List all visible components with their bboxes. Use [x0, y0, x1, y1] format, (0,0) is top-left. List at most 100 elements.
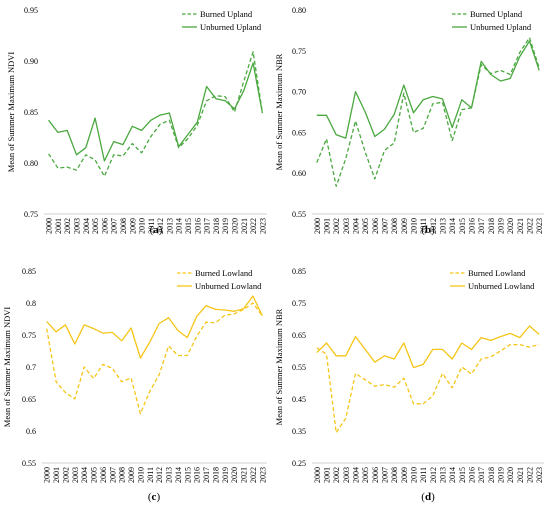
x-tick-label: 2006: [371, 467, 380, 483]
legend-label: Unburned Upland: [200, 22, 262, 32]
x-tick-label: 2000: [43, 467, 52, 483]
x-tick-label: 2020: [506, 218, 515, 234]
x-tick-label: 2013: [439, 218, 448, 234]
y-tick-label: 0.75: [292, 299, 306, 308]
y-tick-label: 0.65: [22, 395, 36, 404]
y-tick-label: 0.6: [26, 427, 36, 436]
x-tick-label: 2004: [80, 467, 89, 483]
y-tick-label: 0.55: [292, 210, 306, 219]
x-tick-label: 2014: [448, 467, 457, 483]
y-tick-label: 0.85: [292, 267, 306, 276]
series-line-burned-lowland: [46, 302, 263, 415]
x-tick-label: 2009: [400, 218, 409, 234]
x-tick-label: 2016: [193, 467, 202, 483]
legend-label: Burned Lowland: [195, 268, 253, 278]
x-tick-label: 2019: [497, 467, 506, 483]
x-tick-label: 2018: [487, 218, 496, 234]
y-tick-label: 0.45: [292, 395, 306, 404]
y-tick-label: 0.75: [24, 210, 38, 219]
panel-caption: (c): [148, 491, 161, 503]
x-tick-label: 2017: [202, 467, 211, 483]
y-tick-label: 0.8: [26, 299, 36, 308]
series-line-unburned-upland: [48, 62, 264, 162]
x-tick-label: 2020: [230, 218, 239, 234]
x-tick-label: 2021: [240, 467, 249, 483]
legend-label: Burned Upland: [200, 9, 253, 19]
chart-panel-a: 0.75 0.80 0.85 0.90 0.95 2000 2001 2002 2003 2004…: [6, 6, 267, 236]
y-tick-label: 0.55: [292, 363, 306, 372]
series-line-unburned-upland: [316, 40, 540, 139]
x-tick-label: 2020: [506, 467, 515, 483]
panel-caption: (a): [150, 224, 163, 236]
panel-caption: (d): [421, 491, 435, 503]
x-tick-label: 2013: [165, 218, 174, 234]
x-tick-label: 2001: [54, 218, 63, 234]
x-tick-label: 2012: [155, 467, 164, 483]
x-tick-label: 2022: [249, 218, 258, 234]
x-tick-label: 2007: [381, 467, 390, 483]
legend-label: Unburned Lowland: [195, 281, 262, 291]
x-tick-label: 2021: [240, 218, 249, 234]
x-tick-label: 2009: [127, 467, 136, 483]
x-tick-label: 2021: [516, 218, 525, 234]
y-axis-label: Mean of Summer Maximum NDVI: [2, 307, 12, 428]
y-tick-label: 0.35: [292, 427, 306, 436]
x-tick-label: 2006: [99, 467, 108, 483]
x-tick-label: 2005: [361, 218, 370, 234]
x-tick-label: 2000: [313, 467, 322, 483]
y-tick-label: 0.65: [292, 128, 306, 137]
x-tick-label: 2003: [71, 467, 80, 483]
y-tick-label: 0.60: [292, 169, 306, 178]
x-tick-label: 2006: [100, 218, 109, 234]
x-tick-label: 2002: [332, 467, 341, 483]
x-tick-label: 2008: [119, 218, 128, 234]
x-tick-label: 2023: [258, 467, 267, 483]
x-tick-label: 2001: [323, 467, 332, 483]
y-tick-label: 0.80: [24, 159, 38, 168]
x-tick-label: 2017: [203, 218, 212, 234]
x-tick-label: 2008: [390, 218, 399, 234]
x-tick-label: 2011: [146, 467, 155, 483]
y-axis-label: Mean of Summer Maximum NBR: [274, 308, 284, 425]
series-line-unburned-lowland: [46, 295, 263, 359]
x-tick-label: 2012: [429, 467, 438, 483]
x-tick-label: 2000: [313, 218, 322, 234]
x-tick-label: 2019: [221, 467, 230, 483]
y-tick-label: 0.85: [22, 267, 36, 276]
x-tick-label: 2000: [45, 218, 54, 234]
x-tick-label: 2003: [73, 218, 82, 234]
y-tick-label: 0.75: [292, 47, 306, 56]
x-tick-label: 2013: [439, 467, 448, 483]
x-tick-label: 2012: [429, 218, 438, 234]
y-tick-label: 0.95: [24, 6, 38, 15]
x-tick-label: 2014: [448, 218, 457, 234]
x-tick-label: 2022: [526, 218, 535, 234]
x-tick-label: 2014: [174, 467, 183, 483]
x-tick-label: 2007: [108, 467, 117, 483]
panel-caption: (b): [421, 224, 435, 236]
x-tick-label: 2010: [410, 467, 419, 483]
x-tick-label: 2002: [61, 467, 70, 483]
x-tick-label: 2004: [82, 218, 91, 234]
x-tick-label: 2016: [193, 218, 202, 234]
x-tick-label: 2008: [390, 467, 399, 483]
y-tick-label: 0.75: [22, 331, 36, 340]
y-tick-label: 0.90: [24, 57, 38, 66]
y-axis-label: Mean of Summer Maximum NBR: [274, 53, 284, 170]
y-axis-label: Mean of Summer Maximum NDVI: [6, 52, 16, 173]
x-tick-label: 2007: [381, 218, 390, 234]
x-tick-label: 2011: [147, 218, 156, 234]
x-tick-label: 2003: [342, 218, 351, 234]
x-tick-label: 2016: [468, 218, 477, 234]
x-tick-label: 2009: [128, 218, 137, 234]
x-tick-label: 2015: [458, 218, 467, 234]
x-tick-label: 2018: [487, 467, 496, 483]
x-tick-label: 2018: [211, 467, 220, 483]
x-tick-label: 2001: [323, 218, 332, 234]
x-tick-label: 2010: [138, 218, 147, 234]
x-tick-label: 2011: [419, 218, 428, 234]
x-tick-label: 2019: [497, 218, 506, 234]
x-tick-label: 2017: [477, 218, 486, 234]
x-tick-label: 2023: [258, 218, 267, 234]
x-tick-label: 2005: [361, 467, 370, 483]
